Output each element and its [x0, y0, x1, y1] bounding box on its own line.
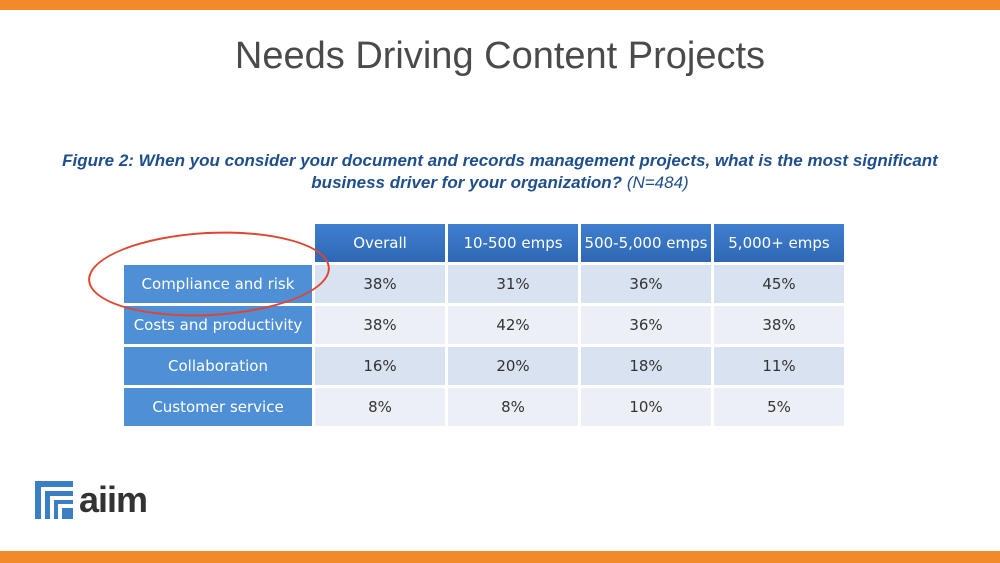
table-cell: 36%: [581, 306, 711, 344]
table-cell: 38%: [315, 306, 445, 344]
figure-sample-size: (N=484): [626, 173, 689, 192]
logo-text: aiim: [79, 479, 148, 520]
table-row: Costs and productivity 38% 42% 36% 38%: [124, 306, 844, 344]
column-header: 500-5,000 emps: [581, 224, 711, 262]
table-cell: 11%: [714, 347, 844, 385]
row-label: Costs and productivity: [124, 306, 312, 344]
table-cell: 16%: [315, 347, 445, 385]
row-label: Customer service: [124, 388, 312, 426]
figure-caption-text: Figure 2: When you consider your documen…: [62, 151, 938, 192]
results-table: Overall 10-500 emps 500-5,000 emps 5,000…: [121, 221, 847, 429]
table-cell: 38%: [714, 306, 844, 344]
column-header: 5,000+ emps: [714, 224, 844, 262]
table-header-row: Overall 10-500 emps 500-5,000 emps 5,000…: [124, 224, 844, 262]
table-cell: 8%: [315, 388, 445, 426]
table-cell: 38%: [315, 265, 445, 303]
row-label: Collaboration: [124, 347, 312, 385]
table-row: Compliance and risk 38% 31% 36% 45%: [124, 265, 844, 303]
column-header: 10-500 emps: [448, 224, 578, 262]
table-cell: 18%: [581, 347, 711, 385]
table-cell: 45%: [714, 265, 844, 303]
figure-caption: Figure 2: When you consider your documen…: [50, 150, 950, 194]
bottom-accent-bar: [0, 551, 1000, 563]
table-cell: 20%: [448, 347, 578, 385]
table-row: Customer service 8% 8% 10% 5%: [124, 388, 844, 426]
column-header: Overall: [315, 224, 445, 262]
table-cell: 42%: [448, 306, 578, 344]
table-cell: 31%: [448, 265, 578, 303]
table-cell: 5%: [714, 388, 844, 426]
slide-title: Needs Driving Content Projects: [234, 35, 766, 77]
table-row: Collaboration 16% 20% 18% 11%: [124, 347, 844, 385]
table-cell: 10%: [581, 388, 711, 426]
table-cell: 8%: [448, 388, 578, 426]
top-accent-bar: [0, 0, 1000, 10]
aiim-logo: aiim: [35, 479, 148, 520]
aiim-logo-mark-icon: [35, 481, 73, 519]
table-cell: 36%: [581, 265, 711, 303]
row-label: Compliance and risk: [124, 265, 312, 303]
